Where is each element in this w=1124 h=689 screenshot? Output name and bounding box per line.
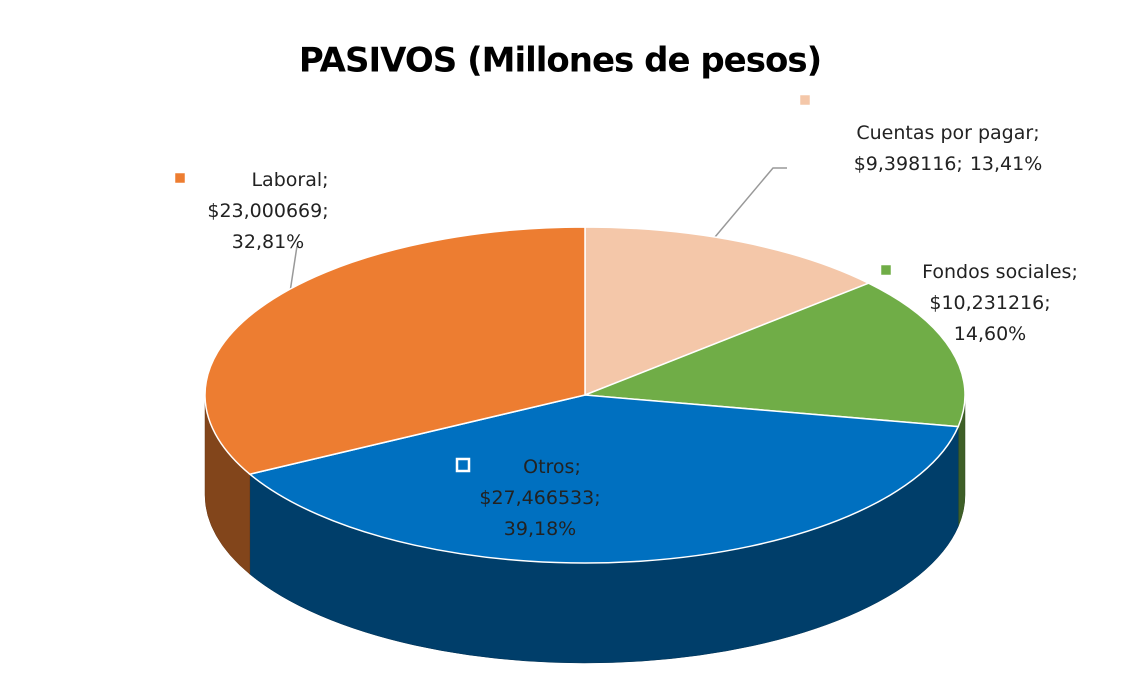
data-label-part: Fondos sociales;	[922, 261, 1078, 283]
label-marker	[797, 92, 813, 108]
label-marker	[172, 170, 188, 186]
pie-slice	[248, 394, 960, 564]
leader-line	[714, 167, 787, 238]
label-marker	[878, 262, 894, 278]
pie-slice	[204, 226, 586, 475]
data-label-part: Otros;	[523, 456, 581, 478]
data-label-part: 14,60%	[954, 323, 1026, 345]
data-label-part: 13,41%	[970, 153, 1042, 175]
pie-tops	[204, 226, 966, 564]
data-label: Otros;	[523, 456, 581, 478]
data-label: 39,18%	[504, 518, 576, 540]
data-label-part: $27,466533;	[479, 487, 600, 509]
data-label: $27,466533;	[479, 487, 600, 509]
data-label: $10,231216;	[929, 292, 1050, 314]
data-label-part: $10,231216;	[929, 292, 1050, 314]
pie-slice	[584, 226, 871, 397]
data-label: 32,81%	[232, 231, 304, 253]
chart-title: PASIVOS (Millones de pesos)	[299, 41, 821, 81]
label-marker	[455, 457, 471, 473]
data-label: $23,000669;	[207, 200, 328, 222]
data-label: $9,398116; 13,41%	[854, 153, 1043, 175]
pie-slice	[584, 282, 966, 428]
pie-sides	[204, 394, 966, 664]
data-label: 14,60%	[954, 323, 1026, 345]
data-label-part: $23,000669;	[207, 200, 328, 222]
data-label-part: $9,398116;	[854, 153, 963, 175]
data-label-part: 32,81%	[232, 231, 304, 253]
data-label-part: Cuentas por pagar;	[856, 122, 1039, 144]
data-label-part: Laboral;	[251, 169, 328, 191]
data-label: Cuentas por pagar;	[856, 122, 1039, 144]
leader-line	[289, 245, 298, 293]
data-label: Laboral;	[251, 169, 328, 191]
data-label-part: 39,18%	[504, 518, 576, 540]
data-label: Fondos sociales;	[922, 261, 1078, 283]
